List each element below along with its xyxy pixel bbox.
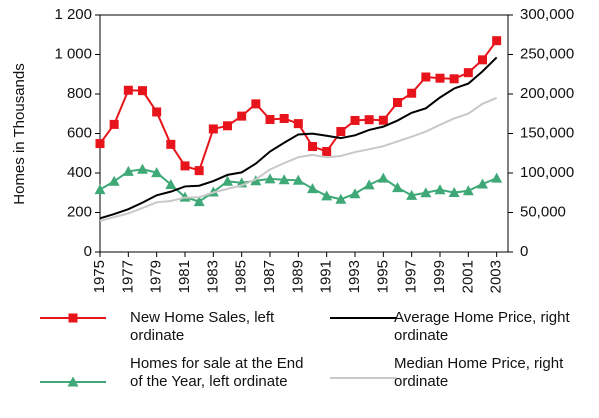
x-tick-label: 1985 xyxy=(233,260,250,293)
point xyxy=(123,85,133,95)
point xyxy=(349,188,361,199)
point xyxy=(491,172,503,183)
point xyxy=(477,178,488,189)
point xyxy=(377,172,389,183)
point xyxy=(336,127,346,137)
point xyxy=(322,146,332,156)
y2-tick-label: 150,000 xyxy=(520,124,574,141)
y2-tick-label: 200,000 xyxy=(520,85,574,102)
point xyxy=(193,196,205,207)
point xyxy=(137,163,148,174)
legend-marker xyxy=(67,376,79,387)
point xyxy=(364,115,374,125)
point xyxy=(321,190,333,201)
point xyxy=(406,189,418,200)
point xyxy=(435,73,445,83)
x-tick-label: 2003 xyxy=(488,260,505,293)
x-tick-label: 1997 xyxy=(403,260,420,293)
point xyxy=(492,36,502,46)
x-tick-label: 1983 xyxy=(204,260,221,293)
legend-label: Homes for sale at the End of the Year, l… xyxy=(130,355,304,390)
point xyxy=(307,183,318,194)
point xyxy=(251,99,261,109)
x-tick-label: 1987 xyxy=(261,260,278,293)
point xyxy=(108,175,120,186)
point xyxy=(165,178,177,189)
point xyxy=(208,124,218,134)
point xyxy=(308,142,317,152)
point xyxy=(237,111,247,121)
legend-label: New Home Sales, left ordinate xyxy=(130,309,275,344)
point xyxy=(279,113,289,123)
point xyxy=(109,119,119,129)
legend-label: Median Home Price, right ordinate xyxy=(394,355,564,390)
point xyxy=(434,184,446,195)
y-tick-label: 400 xyxy=(67,164,92,181)
x-tick-label: 1977 xyxy=(119,260,136,293)
y2-tick-label: 250,000 xyxy=(520,45,574,62)
point xyxy=(94,184,106,195)
series-line xyxy=(99,56,498,220)
point xyxy=(462,185,474,196)
point xyxy=(264,173,276,184)
point xyxy=(166,139,176,149)
y2-tick-label: 300,000 xyxy=(520,6,574,23)
y-tick-label: 600 xyxy=(67,124,92,141)
x-tick-label: 1981 xyxy=(176,260,193,293)
y2-tick-label: 0 xyxy=(520,243,528,260)
legend-marker xyxy=(68,313,78,323)
point xyxy=(194,166,204,176)
point xyxy=(393,97,402,107)
y-tick-label: 1 000 xyxy=(54,45,92,62)
y-tick-label: 0 xyxy=(84,243,92,260)
point xyxy=(151,167,163,178)
point xyxy=(392,182,403,193)
y-axis-label: Homes in Thousands xyxy=(11,63,28,204)
point xyxy=(363,179,375,190)
point xyxy=(448,187,460,198)
x-tick-label: 1999 xyxy=(431,260,448,293)
point xyxy=(122,165,134,176)
x-tick-label: 1979 xyxy=(148,260,165,293)
x-tick-label: 1995 xyxy=(374,260,391,293)
point xyxy=(95,139,105,149)
point xyxy=(335,193,347,204)
point xyxy=(265,114,275,124)
series-line xyxy=(99,97,498,222)
point xyxy=(223,121,232,131)
x-tick-label: 1993 xyxy=(346,260,363,293)
point xyxy=(278,174,290,185)
series-line xyxy=(99,40,498,172)
y2-tick-label: 50,000 xyxy=(520,203,566,220)
x-tick-label: 1991 xyxy=(318,260,335,293)
x-tick-label: 2001 xyxy=(459,260,476,293)
point xyxy=(449,74,459,84)
y-tick-label: 1 200 xyxy=(54,6,92,23)
point xyxy=(463,68,473,78)
point xyxy=(138,86,147,96)
y-tick-label: 200 xyxy=(67,203,92,220)
point xyxy=(420,187,432,198)
y2-tick-label: 100,000 xyxy=(520,164,574,181)
point xyxy=(478,55,487,65)
point xyxy=(180,161,190,171)
point xyxy=(292,174,304,185)
point xyxy=(350,115,360,125)
point xyxy=(293,119,303,129)
point xyxy=(152,107,162,117)
point xyxy=(378,115,388,125)
x-tick-label: 1975 xyxy=(91,260,108,293)
point xyxy=(421,72,431,82)
point xyxy=(407,88,417,98)
legend-label: Average Home Price, right ordinate xyxy=(394,309,570,344)
x-tick-label: 1989 xyxy=(289,260,306,293)
y-tick-label: 800 xyxy=(67,85,92,102)
point xyxy=(222,175,233,186)
